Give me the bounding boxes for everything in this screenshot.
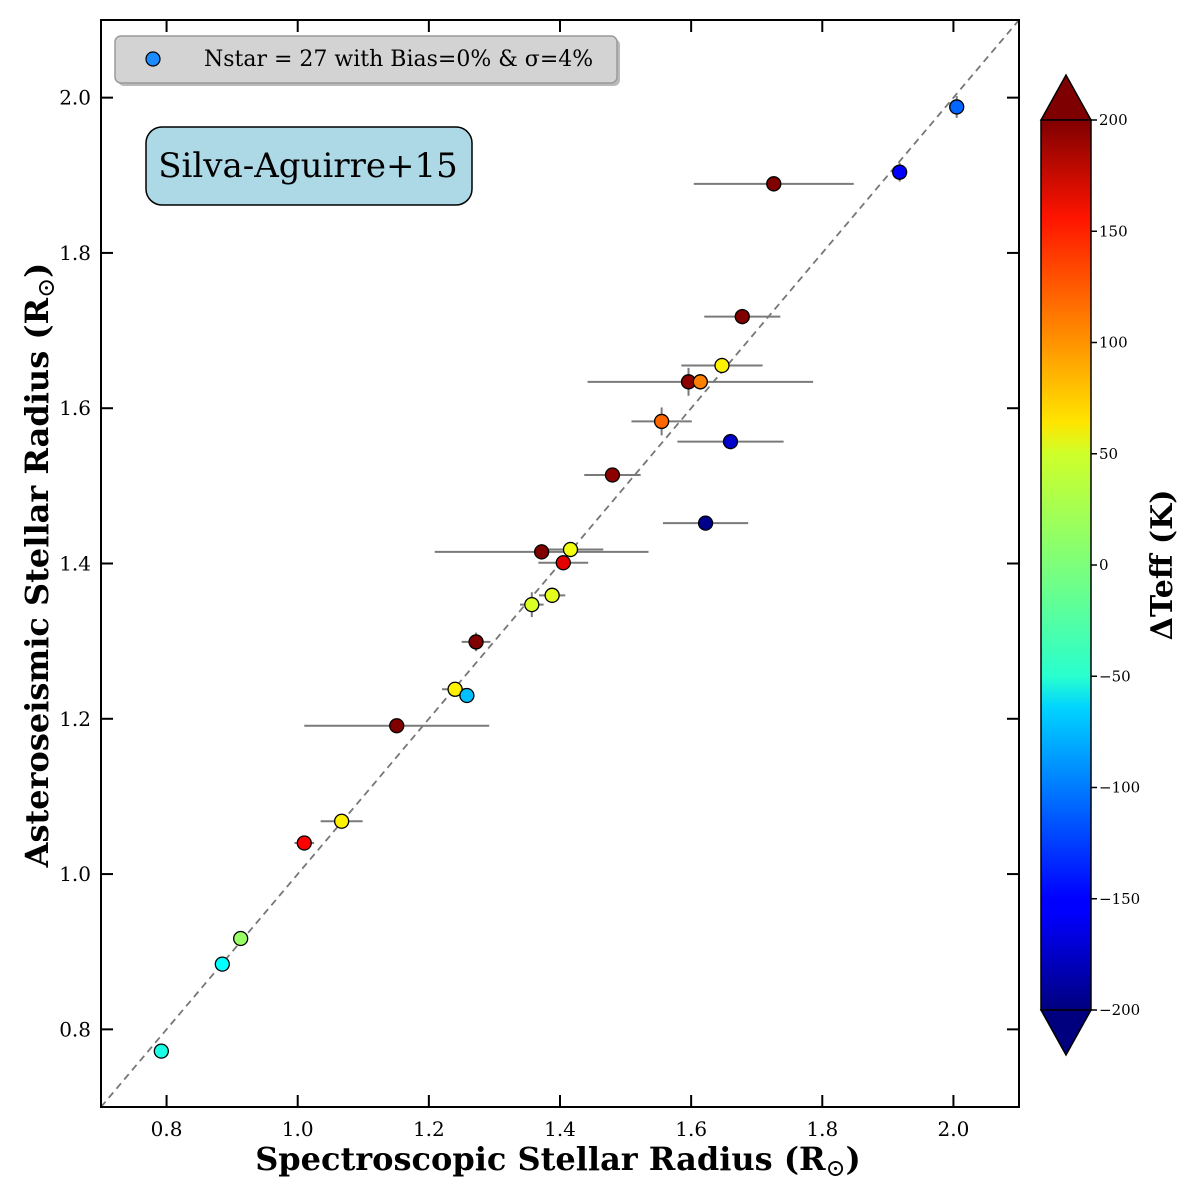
y-tick-label: 1.8 [59, 241, 91, 265]
y-tick-label: 1.0 [59, 862, 91, 886]
data-point [766, 176, 782, 192]
x-tick-label: 0.8 [151, 1117, 183, 1141]
data-point [447, 681, 463, 697]
colorbar-tick-label: 200 [1099, 111, 1128, 129]
data-point [604, 467, 621, 483]
data-point [153, 1043, 169, 1059]
data-point [722, 433, 739, 450]
legend: Nstar = 27 with Bias=0% & σ=4% [114, 35, 620, 86]
annotation-box [145, 126, 473, 206]
colorbar-tick-label: 50 [1099, 445, 1118, 463]
annotation: Silva-Aguirre+15 [145, 126, 473, 206]
colorbar-tick-label: −150 [1099, 890, 1140, 908]
colorbar-tick-label: −50 [1099, 667, 1131, 685]
data-point [949, 99, 965, 115]
data-point [459, 687, 475, 704]
colorbar-tick-label: 0 [1099, 556, 1109, 574]
colorbar-tick-label: 150 [1099, 222, 1128, 240]
colorbar-tick-label: −200 [1099, 1001, 1140, 1019]
y-tick-label: 0.8 [59, 1017, 91, 1041]
x-tick-label: 1.8 [806, 1117, 838, 1141]
data-point [544, 587, 560, 603]
legend-box [114, 35, 618, 84]
colorbar: 200 150 100 50 0 −50 −100 −150 −200 ΔTeff (K) [1039, 73, 1180, 1057]
data-point [697, 515, 714, 531]
x-tick-label: 1.6 [675, 1117, 707, 1141]
x-tick-label: 2.0 [938, 1117, 970, 1141]
data-point [714, 357, 730, 374]
plot-area: 0.8 1.0 1.2 1.4 1.6 1.8 2.0 0.8 1.0 1.2 1.4 1.6 1.8 2… [59, 19, 1020, 1141]
axis-ticks: 0.8 1.0 1.2 1.4 1.6 1.8 2.0 0.8 1.0 1.2 1.4 1.6 1.8 2… [59, 20, 1019, 1141]
y-tick-label: 1.6 [59, 396, 91, 420]
x-tick-label: 1.0 [282, 1117, 314, 1141]
data-points [153, 96, 965, 1059]
x-tick-label: 1.4 [544, 1117, 576, 1141]
data-point [892, 164, 908, 180]
data-point [533, 544, 550, 560]
data-point [562, 541, 579, 558]
y-tick-label: 2.0 [59, 86, 91, 110]
colorbar-title: ΔTeff (K) [1145, 490, 1180, 641]
y-axis-title: Asteroseismic Stellar Radius (R⊙) [18, 263, 60, 869]
data-point [333, 813, 350, 829]
data-point [734, 308, 750, 325]
colorbar-extend-bottom [1039, 1009, 1093, 1057]
legend-marker [145, 51, 161, 67]
colorbar-tick-label: −100 [1099, 779, 1140, 797]
data-point [653, 413, 670, 430]
data-point [214, 956, 230, 972]
x-axis-title: Spectroscopic Stellar Radius (R⊙) [255, 1140, 861, 1182]
data-point [233, 930, 249, 947]
data-point [468, 634, 484, 650]
data-point [524, 597, 540, 613]
colorbar-extend-top [1039, 73, 1093, 121]
data-point [692, 374, 708, 390]
colorbar-tick-label: 100 [1099, 334, 1128, 352]
legend-label: Nstar = 27 with Bias=0% & σ=4% [204, 47, 593, 72]
annotation-label: Silva-Aguirre+15 [158, 146, 457, 186]
x-tick-label: 1.2 [413, 1117, 445, 1141]
data-point [389, 718, 405, 734]
data-point [555, 555, 571, 571]
y-tick-label: 1.4 [59, 552, 91, 576]
colorbar-body [1040, 119, 1092, 1011]
data-point [296, 835, 312, 851]
y-tick-label: 1.2 [59, 707, 91, 731]
